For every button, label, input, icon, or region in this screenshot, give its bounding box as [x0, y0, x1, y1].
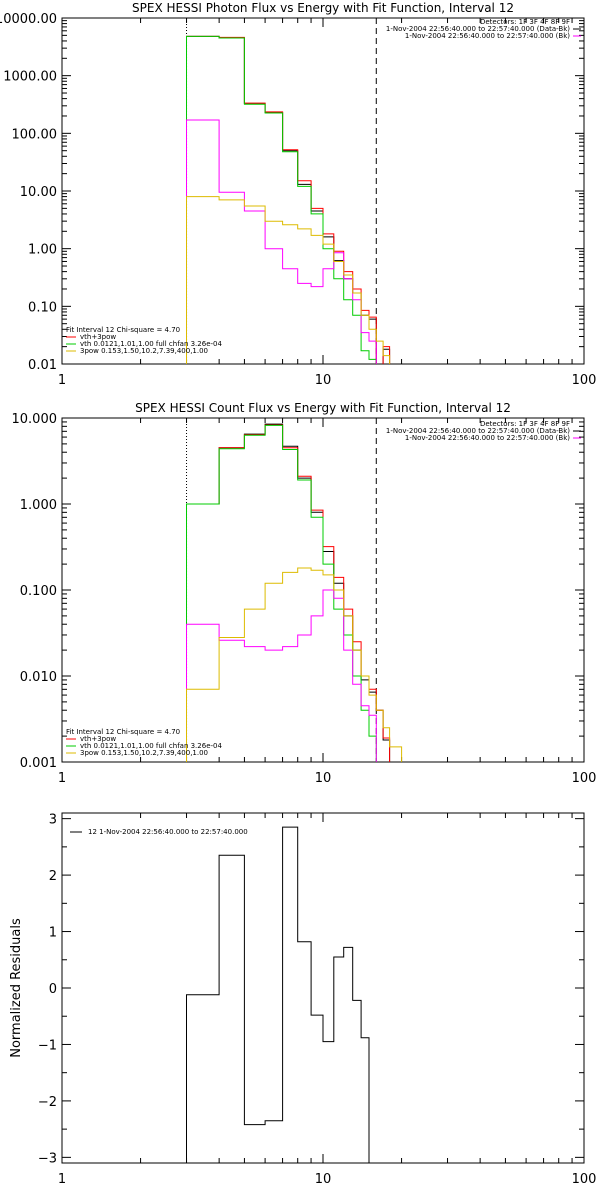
header-text-line: 1-Nov-2004 22:56:40.000 to 22:57:40.000 … — [405, 434, 570, 442]
y-tick-label: 2 — [49, 869, 57, 884]
panel-2: SPEX HESSI Count Flux vs Energy with Fit… — [12, 401, 597, 786]
y-tick-label: 10.000 — [12, 412, 58, 427]
y-tick-label: −2 — [38, 1095, 57, 1110]
legend-entry: 3pow 0.153,1.50,10.2,7.39,400,1.00 — [80, 749, 208, 757]
y-tick-label: 1000.00 — [3, 70, 57, 85]
legend-entry: vth 0.0121,1.01,1.00 full chfan 3.26e-04 — [80, 340, 222, 348]
header-text-line: 1-Nov-2004 22:56:40.000 to 22:57:40.000 … — [386, 427, 570, 435]
x-tick-label: 100 — [572, 771, 597, 786]
y-tick-label: 0 — [49, 982, 57, 997]
series-1-histogram — [186, 424, 391, 762]
y-tick-label: 1.000 — [20, 498, 57, 513]
x-tick-label: 10 — [315, 373, 332, 388]
series-2-histogram — [186, 424, 377, 762]
y-tick-label: 0.100 — [20, 584, 57, 599]
x-tick-label: 1 — [58, 771, 66, 786]
y-tick-label: 1.00 — [28, 243, 57, 258]
chart-title: SPEX HESSI Count Flux vs Energy with Fit… — [135, 401, 511, 415]
chart-title: SPEX HESSI Photon Flux vs Energy with Fi… — [132, 1, 514, 15]
legend-entry: 12 1-Nov-2004 22:56:40.000 to 22:57:40.0… — [88, 828, 248, 836]
header-text-line: Detectors: 1F 3F 4F 8F 9F — [480, 18, 570, 26]
y-tick-label: 0.01 — [28, 358, 57, 373]
legend-entry: Fit Interval 12 Chi-square = 4.70 — [66, 728, 180, 736]
y-tick-label: 10000.00 — [0, 12, 57, 27]
legend-entry: vth+3pow — [80, 333, 116, 341]
x-tick-label: 100 — [572, 1172, 597, 1187]
series-0-histogram — [186, 423, 391, 762]
y-tick-label: −1 — [38, 1038, 57, 1053]
header-text-line: 1-Nov-2004 22:56:40.000 to 22:57:40.000 … — [405, 32, 570, 40]
y-tick-label: −3 — [38, 1151, 57, 1166]
header-text-line: 1-Nov-2004 22:56:40.000 to 22:57:40.000 … — [386, 25, 570, 33]
panel-1: SPEX HESSI Photon Flux vs Energy with Fi… — [0, 1, 596, 388]
y-tick-label: 100.00 — [12, 127, 58, 142]
x-tick-label: 10 — [315, 1172, 332, 1187]
x-tick-label: 10 — [315, 771, 332, 786]
series-0-histogram — [186, 826, 370, 1163]
y-tick-label: 3 — [49, 813, 57, 828]
y-tick-label: 0.10 — [28, 300, 57, 315]
plot-frame — [61, 812, 585, 1164]
series-3-histogram — [186, 589, 377, 762]
y-tick-label: 1 — [49, 926, 57, 941]
y-axis-label: Normalized Residuals — [9, 918, 24, 1058]
legend-entry: 3pow 0.153,1.50,10.2,7.39,400,1.00 — [80, 347, 208, 355]
legend-entry: Fit Interval 12 Chi-square = 4.70 — [66, 326, 180, 334]
series-2-histogram — [186, 35, 377, 364]
x-tick-label: 1 — [58, 1172, 66, 1187]
header-text-line: Detectors: 1F 3F 4F 8F 9F — [480, 420, 570, 428]
y-tick-label: 0.001 — [20, 756, 57, 771]
x-tick-label: 100 — [572, 373, 597, 388]
x-tick-label: 1 — [58, 373, 66, 388]
legend-entry: vth+3pow — [80, 735, 116, 743]
legend-entry: vth 0.0121,1.01,1.00 full chfan 3.26e-04 — [80, 742, 222, 750]
plot-frame — [61, 17, 585, 365]
y-tick-label: 0.010 — [20, 670, 57, 685]
y-tick-label: 10.00 — [20, 185, 57, 200]
series-4-histogram — [186, 567, 403, 762]
series-3-histogram — [186, 119, 377, 364]
series-4-histogram — [186, 196, 391, 364]
